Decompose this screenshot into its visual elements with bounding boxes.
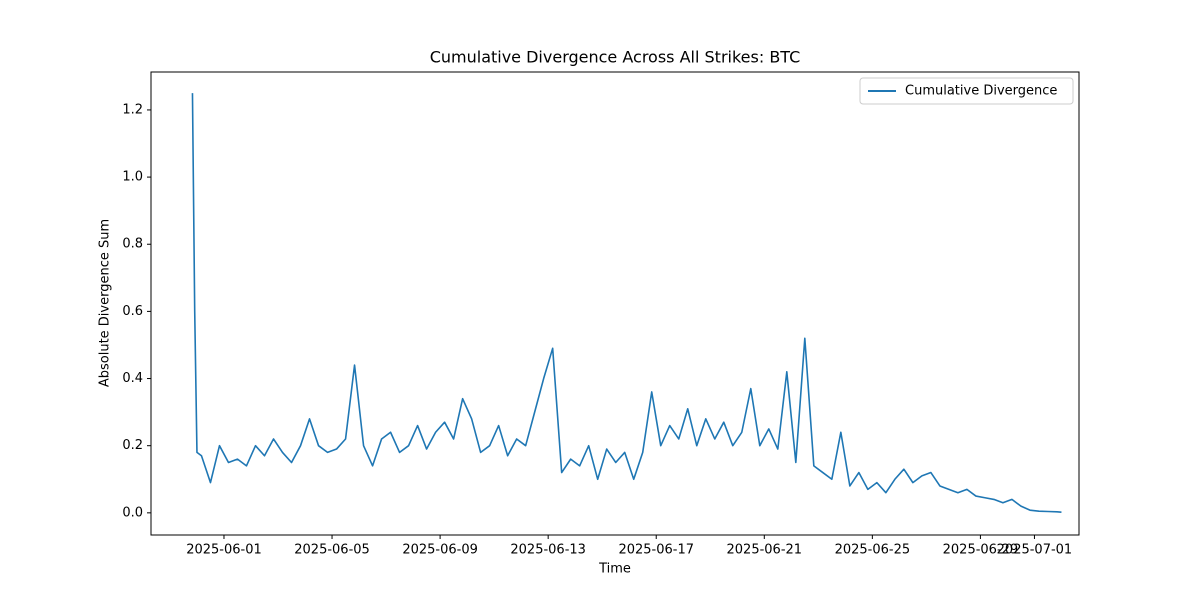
x-tick-label: 2025-06-21: [727, 543, 803, 558]
plot-frame: [150, 71, 1080, 536]
y-tick-label: 0.2: [122, 438, 143, 453]
chart-title: Cumulative Divergence Across All Strikes…: [430, 48, 801, 67]
y-tick-label: 0.0: [122, 505, 143, 520]
x-tick-label: 2025-06-17: [618, 543, 694, 558]
y-tick-label: 1.2: [122, 102, 143, 117]
y-tick-label: 1.0: [122, 170, 143, 185]
y-axis-label: Absolute Divergence Sum: [98, 219, 113, 387]
x-tick-label: 2025-06-13: [510, 543, 586, 558]
data-line: [191, 93, 1062, 513]
y-tick-label: 0.8: [122, 237, 143, 252]
legend-label: Cumulative Divergence: [905, 84, 1057, 99]
x-tick-label: 2025-06-01: [186, 543, 262, 558]
y-tick-label: 0.6: [122, 304, 143, 319]
x-tick-label: 2025-06-25: [835, 543, 911, 558]
x-axis-label: Time: [598, 562, 631, 577]
x-tick-label: 2025-06-09: [402, 543, 478, 558]
x-tick-label: 2025-06-05: [294, 543, 370, 558]
x-tick-label: 2025-06-29: [943, 543, 1019, 558]
legend-box: [859, 77, 1074, 105]
y-tick-label: 0.4: [122, 371, 143, 386]
x-tick-label: 2025-07-01: [997, 543, 1073, 558]
